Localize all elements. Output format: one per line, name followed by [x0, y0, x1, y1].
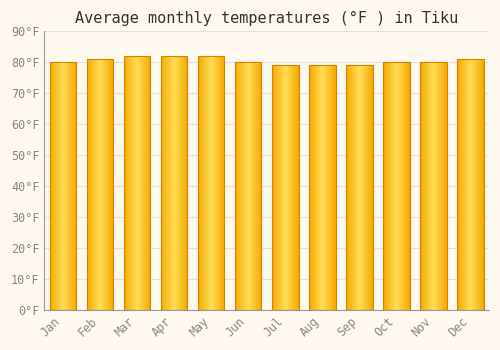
Bar	[383, 62, 409, 310]
Bar	[272, 65, 298, 310]
Bar	[309, 65, 336, 310]
Bar	[235, 62, 262, 310]
Title: Average monthly temperatures (°F ) in Tiku: Average monthly temperatures (°F ) in Ti…	[75, 11, 458, 26]
Bar	[457, 59, 483, 310]
Bar	[420, 62, 446, 310]
Bar	[86, 59, 114, 310]
Bar	[50, 62, 76, 310]
Bar	[346, 65, 372, 310]
Bar	[124, 56, 150, 310]
Bar	[161, 56, 188, 310]
Bar	[198, 56, 224, 310]
